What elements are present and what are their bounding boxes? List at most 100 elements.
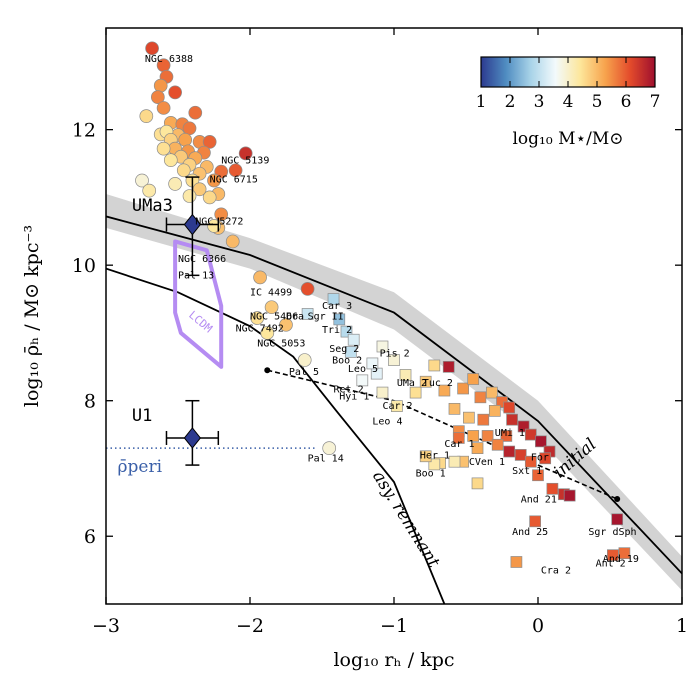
- dwarf-galaxy-point: [344, 346, 357, 358]
- dwarf-galaxy-point: [448, 402, 461, 415]
- dwarf-galaxy-point: [428, 359, 441, 372]
- annotation-uma3: UMa3: [132, 196, 173, 216]
- globular-cluster-point: [202, 134, 217, 149]
- named-point-uma3: [165, 176, 220, 277]
- dwarf-galaxy-point: [546, 482, 559, 495]
- globular-cluster-point: [145, 41, 159, 56]
- annotation-ic-4499: IC 4499: [250, 288, 292, 299]
- dwarf-galaxy-point: [452, 432, 465, 444]
- globular-cluster-point: [207, 219, 221, 233]
- globular-cluster-point: [176, 163, 191, 178]
- annotation-sxt-1: Sxt 1: [512, 466, 542, 477]
- annotation-sgr-ii: Sgr II: [308, 311, 344, 322]
- annotation-ngc-7492: NGC 7492: [236, 324, 284, 335]
- colorbar-tick-label: 7: [650, 92, 661, 112]
- dwarf-galaxy-point: [532, 469, 544, 482]
- globular-cluster-point: [139, 109, 154, 123]
- dwarf-galaxy-point: [474, 391, 487, 404]
- colorbar-label: log₁₀ M⋆/M⊙: [512, 129, 623, 149]
- annotation-umi-1: UMi 1: [495, 428, 525, 439]
- annotation-ret-2: Ret 2: [334, 385, 364, 396]
- dwarf-galaxy-point: [535, 435, 547, 448]
- annotation-ngc-5139: NGC 5139: [221, 156, 269, 167]
- dwarf-galaxy-point: [506, 413, 518, 426]
- dwarf-galaxy-point: [376, 386, 389, 399]
- annotation-car-3: Car 3: [322, 301, 352, 312]
- globular-cluster-point: [178, 132, 193, 147]
- dwarf-galaxy-point: [611, 513, 624, 526]
- initial-band-area: [106, 194, 682, 591]
- dwarf-galaxy-point: [457, 382, 469, 395]
- dwarf-galaxy-point: [471, 442, 484, 454]
- globular-cluster-point: [207, 173, 221, 188]
- globular-cluster-point: [142, 183, 157, 198]
- initial-curve: [106, 215, 682, 575]
- dwarf-galaxy-point: [366, 357, 379, 370]
- remnant-curve: [106, 267, 446, 604]
- lcdm-region: [173, 239, 224, 369]
- globular-cluster-point: [260, 326, 275, 340]
- dwarf-galaxy-point: [481, 430, 494, 442]
- annotation-ngc-5053: NGC 5053: [257, 338, 305, 349]
- dwarf-galaxy-point: [463, 411, 475, 424]
- dwarf-galaxy-point: [448, 455, 461, 468]
- named-points: [165, 176, 220, 466]
- globular-cluster-point: [264, 300, 279, 315]
- dwarf-galaxy-point: [517, 420, 530, 433]
- annotation-car-1: Car 1: [444, 439, 474, 450]
- dwarf-galaxy-point: [419, 450, 432, 463]
- dwarf-galaxy-point: [409, 386, 422, 399]
- annotation-sgr-dsph: Sgr dSph: [588, 527, 636, 538]
- y-tick-label: 8: [84, 391, 96, 413]
- annotation-pis-2: Pis 2: [380, 349, 410, 360]
- dwarf-galaxy-point: [529, 515, 541, 528]
- dwarf-galaxy-point: [503, 445, 516, 458]
- annotation-pal-5: Pal 5: [289, 367, 319, 378]
- diamond-marker: [183, 427, 202, 449]
- annotation-boo-2: Boo 2: [332, 355, 362, 366]
- annotation-leo-4: Leo 4: [372, 416, 402, 427]
- dwarf-galaxy-point: [471, 477, 484, 490]
- globular-cluster-point: [322, 441, 337, 455]
- x-tick-label: 0: [532, 615, 544, 637]
- dwarf-galaxy-point: [491, 438, 504, 451]
- asy-remnant-label: asy. remnant: [368, 467, 443, 571]
- annotation-car-2: Car 2: [382, 401, 412, 412]
- dwarf-galaxy-point: [488, 405, 501, 417]
- annotation-boo-1: Boo 1: [416, 469, 446, 480]
- y-axis-label: log₁₀ ρ̄ₕ / M⊙ kpc⁻³: [21, 225, 43, 407]
- dwarf-galaxy-point: [399, 369, 412, 381]
- dwarf-galaxy-point: [391, 400, 403, 412]
- data-points: [135, 41, 631, 568]
- globular-cluster-point: [253, 270, 267, 285]
- colorbar-tick-label: 6: [621, 92, 632, 112]
- dwarf-galaxy-point: [607, 549, 619, 562]
- dwarf-galaxy-point: [428, 458, 441, 471]
- globular-cluster-point: [300, 282, 315, 296]
- dwarf-galaxy-point: [356, 374, 369, 387]
- globular-cluster-point: [168, 85, 182, 100]
- dwarf-galaxy-point: [340, 325, 353, 338]
- dwarf-galaxy-point: [539, 452, 552, 465]
- dwarf-galaxy-point: [388, 354, 400, 366]
- dwarf-galaxy-point: [442, 360, 455, 373]
- y-tick-label: 6: [84, 526, 96, 548]
- globular-cluster-point: [238, 146, 253, 161]
- globular-cluster-point: [225, 234, 240, 249]
- annotation-for: For: [531, 452, 549, 463]
- annotation-ant-2: Ant 2: [596, 559, 626, 570]
- colorbar-tick-label: 2: [505, 92, 516, 112]
- dwarf-galaxy-point: [419, 375, 432, 388]
- x-tick-label: −1: [380, 615, 408, 637]
- globular-cluster-point: [153, 78, 168, 93]
- track-end-dot: [614, 495, 621, 502]
- named-point-u1: [165, 399, 220, 466]
- annotation-leo-5: Leo 5: [348, 364, 378, 375]
- globular-cluster-point: [156, 141, 171, 156]
- globular-cluster-point: [163, 153, 178, 167]
- colorbar-tick-label: 4: [563, 92, 574, 112]
- y-tick-label: 10: [72, 255, 96, 277]
- dwarf-galaxy-point: [301, 308, 314, 320]
